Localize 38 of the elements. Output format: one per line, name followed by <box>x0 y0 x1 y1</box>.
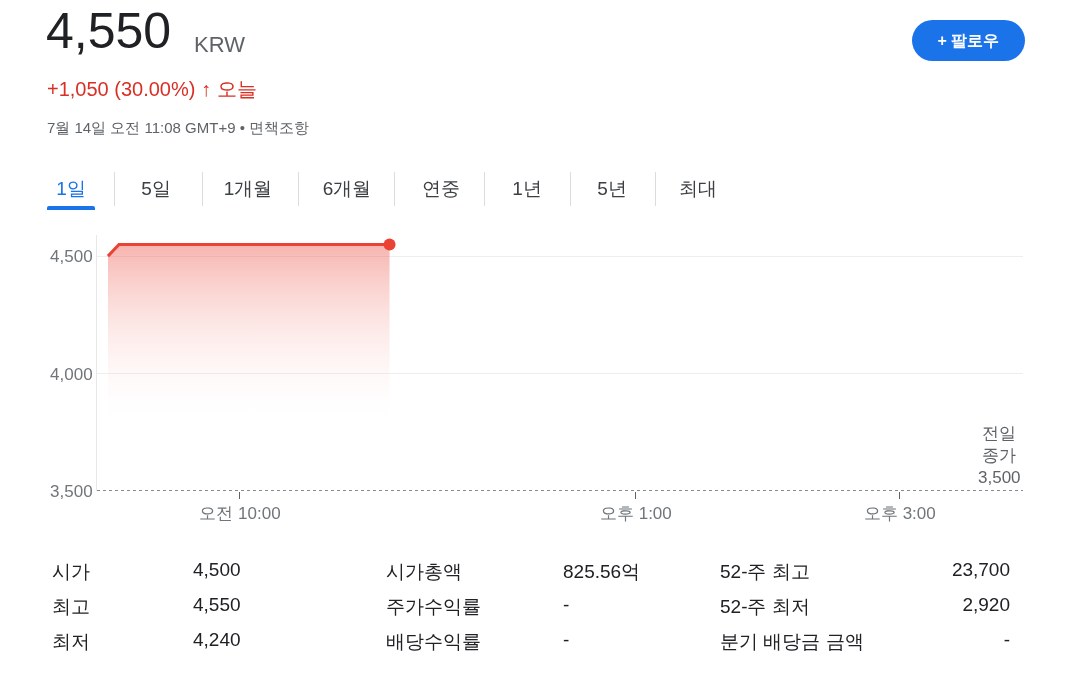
text: 1년 <box>511 177 543 201</box>
text: 최고 <box>52 595 90 619</box>
x-tick-label: 오전 10:00 <box>199 504 281 524</box>
y-tick-label: 4,500 <box>50 247 93 267</box>
text: - <box>563 594 570 616</box>
text: 최저 <box>52 630 90 654</box>
text: 최대 <box>678 177 718 201</box>
text: 4,550 <box>193 594 241 616</box>
text: 5일 <box>140 177 172 201</box>
text: 주가수익률 <box>386 595 481 619</box>
text: 1일 <box>55 177 87 201</box>
text: 분기 배당금 금액 <box>720 630 864 654</box>
text: 6개월 <box>321 177 373 201</box>
text: KRW <box>194 32 245 58</box>
text: 825.56억 <box>563 560 641 584</box>
y-tick-label: 3,500 <box>50 481 93 501</box>
text: 시가 <box>52 560 90 584</box>
y-tick-label: 4,000 <box>50 364 93 384</box>
follow-button: + 팔로우 <box>912 20 1025 61</box>
text: 시가총액 <box>386 560 462 584</box>
text: - <box>563 629 570 651</box>
text: 4,240 <box>193 629 241 651</box>
chart-subtitle: +1,050 (30.00%) ↑ 오늘 <box>47 77 257 102</box>
text: 52-주 최고 <box>720 560 810 584</box>
text: 1개월 <box>222 177 274 201</box>
text: 7월 14일 오전 11:08 GMT+9 • 면책조항 <box>47 119 310 138</box>
text: 52-주 최저 <box>720 595 810 619</box>
text: 4,500 <box>193 559 241 581</box>
text: 23,700 <box>951 559 1010 581</box>
text: - <box>1003 629 1010 651</box>
x-tick-label: 오후 3:00 <box>863 504 936 524</box>
text: 5년 <box>596 177 628 201</box>
text: 2,920 <box>962 594 1010 616</box>
text: 4,550 <box>46 2 172 60</box>
ref-line-label: 전일 종가 3,500 <box>978 424 1021 488</box>
x-tick-label: 오후 1:00 <box>599 504 672 524</box>
text: 연중 <box>421 177 461 201</box>
text: 배당수익률 <box>386 630 481 654</box>
